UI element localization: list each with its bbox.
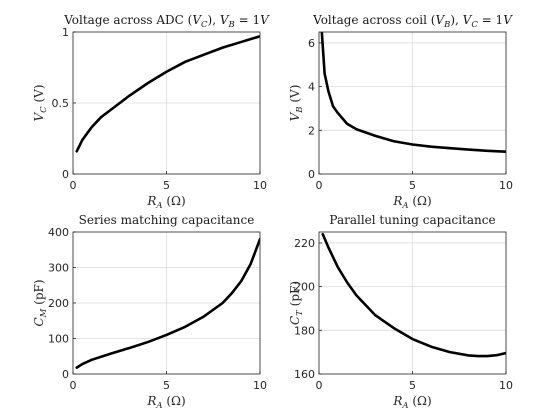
- label-part: B: [228, 20, 235, 30]
- x-tick-label: 0: [316, 179, 323, 192]
- series-line: [320, 32, 506, 154]
- label-part: V: [463, 13, 473, 27]
- axes-frame: [72, 231, 261, 375]
- label-part: Voltage across ADC (: [63, 13, 192, 27]
- chart-title: Voltage across ADC (VC), VB = 1V: [63, 13, 270, 30]
- y-tick-label: 200: [48, 297, 69, 310]
- label-part: C: [288, 316, 302, 325]
- label-part: (pF): [32, 279, 46, 308]
- label-part: A: [155, 401, 162, 411]
- x-tick-label: 5: [163, 179, 170, 192]
- y-tick-label: 0: [62, 368, 69, 381]
- label-part: V: [32, 112, 46, 122]
- label-part: C: [471, 20, 478, 30]
- label-part: Parallel tuning capacitance: [329, 213, 495, 227]
- y-tick-label: 0: [308, 168, 315, 181]
- label-part: (Ω): [409, 194, 432, 208]
- label-part: R: [392, 194, 402, 208]
- y-tick-label: 160: [294, 368, 315, 381]
- x-axis-label: RA (Ω): [146, 194, 185, 211]
- label-part: (Ω): [163, 194, 186, 208]
- y-tick-label: 300: [48, 262, 69, 275]
- label-part: Voltage across coil (: [312, 13, 435, 27]
- x-tick-label: 5: [409, 379, 416, 392]
- axes-frame: [318, 31, 507, 175]
- axes-frame: [72, 31, 261, 175]
- series-line: [75, 237, 260, 369]
- label-part: V: [192, 13, 202, 27]
- y-tick-label: 0: [62, 168, 69, 181]
- x-tick-label: 0: [70, 179, 77, 192]
- label-part: A: [401, 401, 408, 411]
- y-tick-label: 400: [48, 226, 69, 239]
- chart-title: Voltage across coil (VB), VC = 1V: [312, 13, 513, 30]
- label-part: M: [39, 308, 49, 318]
- label-part: (Ω): [163, 394, 186, 408]
- label-part: ),: [450, 13, 462, 27]
- label-part: V: [288, 111, 302, 121]
- chart-title: Series matching capacitance: [79, 213, 255, 227]
- label-part: C: [32, 317, 46, 326]
- label-part: A: [401, 201, 408, 211]
- y-axis-label: CT (pF): [288, 281, 305, 325]
- label-part: ),: [208, 13, 220, 27]
- y-tick-label: 200: [294, 281, 315, 294]
- x-tick-label: 10: [499, 379, 513, 392]
- label-part: (V): [32, 84, 46, 106]
- y-tick-label: 4: [308, 81, 315, 94]
- label-part: V: [503, 13, 513, 27]
- label-part: = 1: [235, 13, 260, 27]
- label-part: C: [39, 106, 49, 113]
- x-tick-label: 5: [163, 379, 170, 392]
- label-part: = 1: [478, 13, 503, 27]
- x-axis-label: RA (Ω): [392, 394, 431, 411]
- label-part: T: [295, 309, 305, 316]
- x-tick-label: 10: [253, 379, 267, 392]
- axes-frame: [318, 231, 507, 375]
- y-tick-label: 0.5: [52, 97, 70, 110]
- label-part: B: [443, 20, 450, 30]
- label-part: B: [295, 106, 305, 113]
- y-tick-label: 220: [294, 237, 315, 250]
- y-tick-label: 100: [48, 333, 69, 346]
- chart-title: Parallel tuning capacitance: [329, 213, 495, 227]
- chart-panel-4: 0 5 10 160 180 200 220 Parallel tuning capacita…: [288, 213, 513, 411]
- label-part: (Ω): [409, 394, 432, 408]
- x-axis-label: RA (Ω): [392, 194, 431, 211]
- y-tick-label: 180: [294, 324, 315, 337]
- x-tick-label: 0: [316, 379, 323, 392]
- x-tick-label: 5: [409, 179, 416, 192]
- label-part: (V): [288, 85, 302, 107]
- label-part: V: [220, 13, 230, 27]
- series-line: [75, 34, 260, 153]
- x-tick-label: 10: [499, 179, 513, 192]
- series-line: [321, 232, 506, 358]
- label-part: A: [155, 201, 162, 211]
- y-axis-label: CM (pF): [32, 279, 49, 326]
- y-axis-label: VB (V): [288, 85, 305, 122]
- label-part: Series matching capacitance: [79, 213, 255, 227]
- y-tick-label: 1: [62, 26, 69, 39]
- y-tick-label: 2: [308, 124, 315, 137]
- label-part: (pF): [288, 281, 302, 310]
- y-axis-label: VC (V): [32, 84, 49, 121]
- x-tick-label: 0: [70, 379, 77, 392]
- label-part: R: [392, 394, 402, 408]
- x-tick-label: 10: [253, 179, 267, 192]
- label-part: C: [201, 20, 208, 30]
- x-axis-label: RA (Ω): [146, 394, 185, 411]
- label-part: V: [435, 13, 445, 27]
- label-part: R: [146, 394, 156, 408]
- label-part: V: [260, 13, 270, 27]
- y-tick-label: 6: [308, 37, 315, 50]
- label-part: R: [146, 194, 156, 208]
